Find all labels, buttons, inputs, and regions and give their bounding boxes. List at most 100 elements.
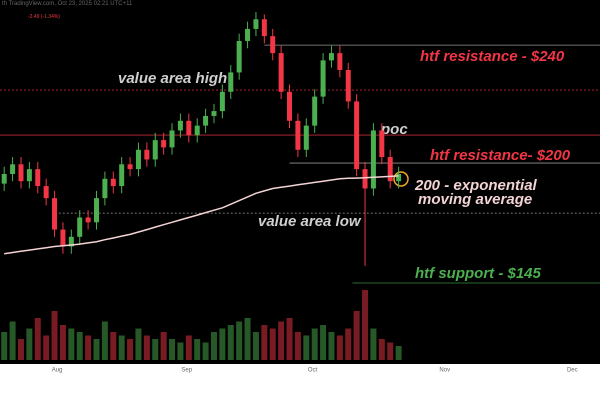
annotation: htf resistance - $240	[420, 48, 565, 65]
annotation: value area low	[258, 213, 362, 230]
candle-body	[186, 120, 192, 136]
volume-bar	[152, 339, 159, 360]
candle-body	[396, 173, 402, 182]
candle-body	[152, 140, 158, 160]
candle-body	[26, 169, 32, 182]
candle-body	[253, 19, 259, 29]
annotation: htf resistance- $200	[430, 147, 571, 164]
candle-body	[119, 164, 125, 187]
x-tick-label: Sep	[181, 368, 192, 374]
annotation: value area high	[118, 70, 227, 87]
candle-body	[60, 229, 66, 247]
candle-body	[337, 53, 343, 71]
candle-body	[370, 130, 376, 189]
x-tick-label: Nov	[439, 368, 450, 374]
candle-body	[18, 164, 24, 182]
volume-bar	[26, 328, 33, 360]
volume-bar	[370, 328, 377, 360]
candle-body	[219, 91, 225, 112]
volume-bar	[135, 328, 142, 360]
candle-body	[379, 130, 385, 158]
volume-bar	[244, 318, 251, 360]
candle-body	[177, 120, 183, 131]
candle-body	[77, 217, 83, 237]
candle-body	[328, 53, 334, 61]
candle-body	[169, 130, 175, 148]
volume-bar	[320, 325, 327, 360]
volume-bar	[202, 342, 209, 360]
volume-bar	[160, 332, 167, 360]
candle-body	[387, 157, 393, 182]
candle-body	[10, 164, 16, 174]
volume-bar	[387, 342, 394, 360]
candle-body	[354, 101, 360, 170]
annotation: htf support - $145	[415, 265, 542, 282]
volume-bar	[345, 328, 352, 360]
volume-bar	[143, 335, 150, 360]
candle-body	[194, 125, 200, 136]
candle-body	[52, 198, 58, 230]
volume-bar	[278, 321, 285, 360]
candle-body	[245, 28, 251, 42]
candle-body	[295, 120, 301, 150]
candle-body	[261, 19, 267, 37]
volume-bar	[127, 339, 134, 360]
annotation: poc	[380, 121, 408, 138]
candle-body	[362, 169, 368, 189]
volume-bar	[294, 332, 301, 360]
volume-bar	[236, 321, 243, 360]
volume-bar	[311, 328, 318, 360]
volume-bar	[43, 335, 50, 360]
volume-bar	[252, 332, 259, 360]
candle-body	[102, 178, 108, 199]
candle-body	[312, 96, 318, 126]
volume-bar	[34, 318, 41, 360]
x-tick-label: Oct	[308, 368, 318, 374]
candle-body	[345, 70, 351, 102]
candle-body	[35, 169, 41, 187]
volume-bar	[85, 335, 92, 360]
volume-bar	[177, 342, 184, 360]
volume-bar	[9, 321, 16, 360]
candle-body	[228, 72, 234, 92]
candle-body	[278, 53, 284, 92]
volume-bar	[185, 335, 192, 360]
volume-bar	[101, 321, 108, 360]
candle-body	[127, 164, 133, 170]
candle-body	[135, 149, 141, 170]
candle-body	[303, 125, 309, 150]
volume-bar	[261, 325, 268, 360]
x-tick-label: Aug	[52, 368, 63, 374]
candle-body	[144, 149, 150, 160]
highlight-circle	[393, 171, 409, 187]
candle-body	[236, 41, 242, 73]
volume-bar	[210, 332, 217, 360]
ema-line	[4, 175, 399, 255]
volume-bar	[118, 335, 125, 360]
candle-body	[110, 178, 116, 187]
volume-bar	[303, 335, 310, 360]
volume-bar	[269, 328, 276, 360]
volume-bar	[353, 311, 360, 360]
candle-body	[161, 140, 167, 148]
plot-background	[0, 0, 600, 364]
volume-bar	[219, 328, 226, 360]
volume-bar	[194, 339, 201, 360]
volume-bar	[110, 332, 117, 360]
candle-body	[85, 217, 91, 223]
volume-bar	[17, 339, 24, 360]
volume-bar	[395, 346, 402, 360]
candle-body	[287, 91, 293, 121]
volume-bar	[169, 339, 176, 360]
volume-bar	[286, 318, 293, 360]
candle-body	[211, 111, 217, 116]
volume-bar	[59, 325, 66, 360]
candle-body	[1, 173, 7, 184]
annotation: 200 - exponential	[414, 177, 538, 194]
volume-bar	[362, 290, 369, 360]
volume-bar	[336, 335, 343, 360]
candle-body	[320, 60, 326, 97]
volume-bar	[328, 332, 335, 360]
